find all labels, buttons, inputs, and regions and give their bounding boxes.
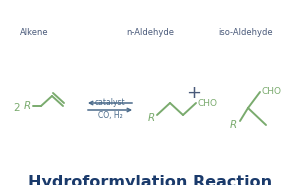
Text: +: + [186, 83, 201, 102]
Text: R: R [230, 120, 237, 130]
Text: Alkene: Alkene [20, 28, 49, 37]
Text: Hydroformylation Reaction: Hydroformylation Reaction [28, 175, 272, 185]
Text: CHO: CHO [261, 88, 281, 97]
Text: catalyst: catalyst [95, 98, 125, 107]
Text: R: R [24, 101, 31, 111]
Text: iso-Aldehyde: iso-Aldehyde [219, 28, 273, 37]
Text: CHO: CHO [197, 98, 217, 107]
Text: R: R [148, 113, 155, 123]
Text: n-Aldehyde: n-Aldehyde [126, 28, 174, 37]
Text: CO, H₂: CO, H₂ [98, 111, 122, 120]
Text: 2: 2 [13, 103, 20, 113]
